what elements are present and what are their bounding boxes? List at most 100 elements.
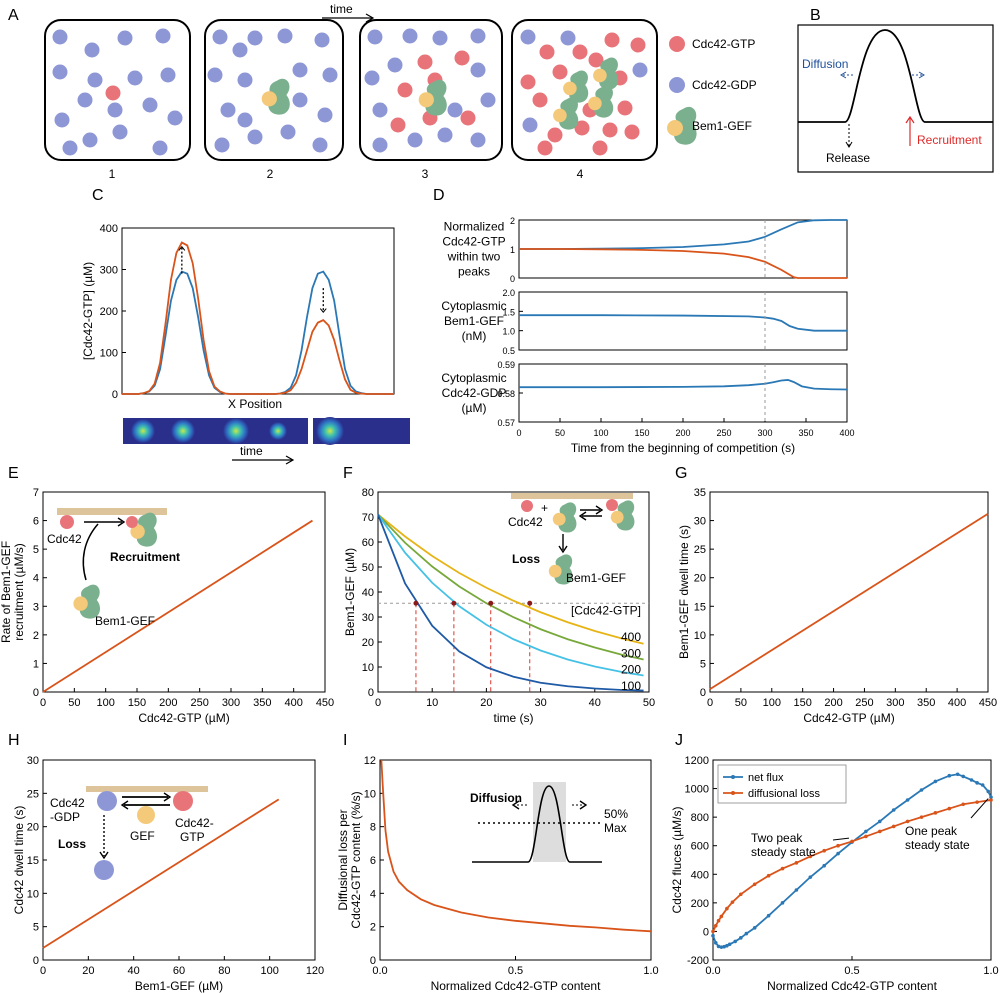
y-tick-label: 0.58 <box>497 389 515 399</box>
series-line <box>519 379 848 391</box>
data-point <box>864 829 868 834</box>
letter-b: B <box>810 7 821 24</box>
gef-molecule <box>137 806 155 824</box>
bem1-gef-icon <box>593 57 619 90</box>
panel-b-schematic: Diffusion Release Recruitment <box>797 24 994 173</box>
y-tick-label: 25 <box>694 544 706 556</box>
time-label: time <box>330 2 353 16</box>
legend-gdp-label: Cdc42-GDP <box>692 78 757 92</box>
series-label: 400 <box>621 630 641 644</box>
gdp-molecule <box>52 29 68 45</box>
data-point <box>933 811 938 815</box>
c-x-label: X Position <box>228 397 282 411</box>
y-tick-label: 2 <box>370 922 376 934</box>
bem1-label: Bem1-GEF <box>566 571 626 585</box>
y-axis-label: Cdc42-GDP <box>442 386 507 400</box>
gdp-molecule <box>97 791 117 811</box>
x-tick-label: 20 <box>480 697 492 709</box>
data-point <box>989 795 993 799</box>
c-time-arrow-head <box>285 455 295 465</box>
gdp-molecule <box>367 29 383 45</box>
y-tick-label: 70 <box>362 512 374 524</box>
x-tick-label: 150 <box>793 697 811 709</box>
max-label: Max <box>604 821 627 835</box>
inset-h: Cdc42-GDP GEF Cdc42-GTP Loss <box>50 786 214 880</box>
y-tick-label: 0 <box>703 926 709 938</box>
heatmap-blob <box>269 422 287 440</box>
y-tick-label: 400 <box>100 223 118 235</box>
y-tick-label: 30 <box>694 516 706 528</box>
cell-box-2 <box>204 19 344 161</box>
data-point <box>905 798 910 802</box>
bem1-gef-icon <box>418 79 447 116</box>
series-line <box>122 270 394 395</box>
data-point <box>864 834 868 839</box>
letter-h: H <box>8 732 20 749</box>
inset-e: Cdc42 Recruitment Bem1-GEF <box>47 508 180 628</box>
diffusion-arrow-left-head <box>840 71 847 79</box>
gdp-molecule <box>277 28 293 44</box>
y-tick-label: 20 <box>362 637 374 649</box>
gdp-label: -GDP <box>50 810 80 824</box>
x-axis-label: Cdc42-GTP (µM) <box>138 711 229 725</box>
legend-gef-label: Bem1-GEF <box>692 119 752 133</box>
x-tick-label: 1.0 <box>983 965 998 977</box>
legend-marker <box>731 791 735 795</box>
y-tick-label: 30 <box>362 612 374 624</box>
data-point <box>722 944 726 949</box>
x-tick-label: 1.0 <box>643 965 658 977</box>
gdp-molecule <box>372 102 388 118</box>
gtp-molecule <box>606 499 618 511</box>
bem1-gef-icon <box>261 78 290 115</box>
gdp-molecule <box>470 62 486 78</box>
bem1-gef-icon <box>552 502 577 533</box>
plot-frame <box>518 363 848 423</box>
y-tick-label: 200 <box>691 898 709 910</box>
peak-curve <box>472 785 602 863</box>
y-tick-label: 3 <box>33 601 39 613</box>
y-tick-label: 15 <box>27 855 39 867</box>
inset-schematics: Cdc42RecruitmentBem1-GEF+Cdc42LossBem1-G… <box>47 493 635 880</box>
gdp-molecule <box>84 42 100 58</box>
cell-box-4 <box>511 19 658 161</box>
gdp-molecule <box>437 127 453 143</box>
series-label: 200 <box>621 663 641 677</box>
data-point <box>955 772 960 777</box>
gdp-molecule <box>207 67 223 83</box>
cell-box-1 <box>44 19 191 161</box>
legend-box <box>717 764 847 804</box>
x-tick-label: 150 <box>634 428 649 438</box>
bem1-label: Bem1-GEF <box>95 614 155 628</box>
gdp-molecule <box>237 112 253 128</box>
recruit-arrow <box>82 523 99 581</box>
x-tick-label: 200 <box>824 697 842 709</box>
half-point <box>488 600 494 606</box>
gdp-molecule <box>142 97 158 113</box>
y-tick-label: 6 <box>33 516 39 528</box>
cdc42-label: Cdc42 <box>47 532 82 546</box>
panel-letters: A B C D E F G H I J <box>8 7 821 749</box>
series-line-300 <box>377 513 644 661</box>
gtp-molecule <box>417 54 433 70</box>
y-tick-label: 0.5 <box>502 346 515 356</box>
plot-frame <box>379 759 652 961</box>
membrane-bar <box>511 493 633 499</box>
data-point <box>744 931 749 936</box>
y-tick-label: 0 <box>368 687 374 699</box>
y-tick-label: 0 <box>33 955 39 967</box>
panel-b-frame <box>797 24 994 173</box>
chart-d3: 0.57 0.58 0.59 0 50 100 150 200 250 300 350 400 Time… <box>441 360 854 455</box>
plot-frame <box>518 291 848 351</box>
data-point <box>891 824 896 829</box>
heatmap-blob <box>171 419 195 443</box>
chart-e: 0 1 2 3 4 5 6 7 0 50 100 150 200 250 300 350 400 450 Cdc42… <box>0 487 334 725</box>
x-tick-label: 200 <box>675 428 690 438</box>
x-tick-label: 50 <box>643 697 655 709</box>
gdp-molecule <box>152 140 168 156</box>
data-point <box>733 939 738 944</box>
box-label-3: 3 <box>422 167 429 181</box>
x-tick-label: 0.5 <box>508 965 523 977</box>
gdp-molecule <box>292 92 308 108</box>
chart-c: 0 100 200 300 400 [Cdc42-GTP] (µM) <box>81 223 395 401</box>
arrow-head <box>117 517 126 527</box>
